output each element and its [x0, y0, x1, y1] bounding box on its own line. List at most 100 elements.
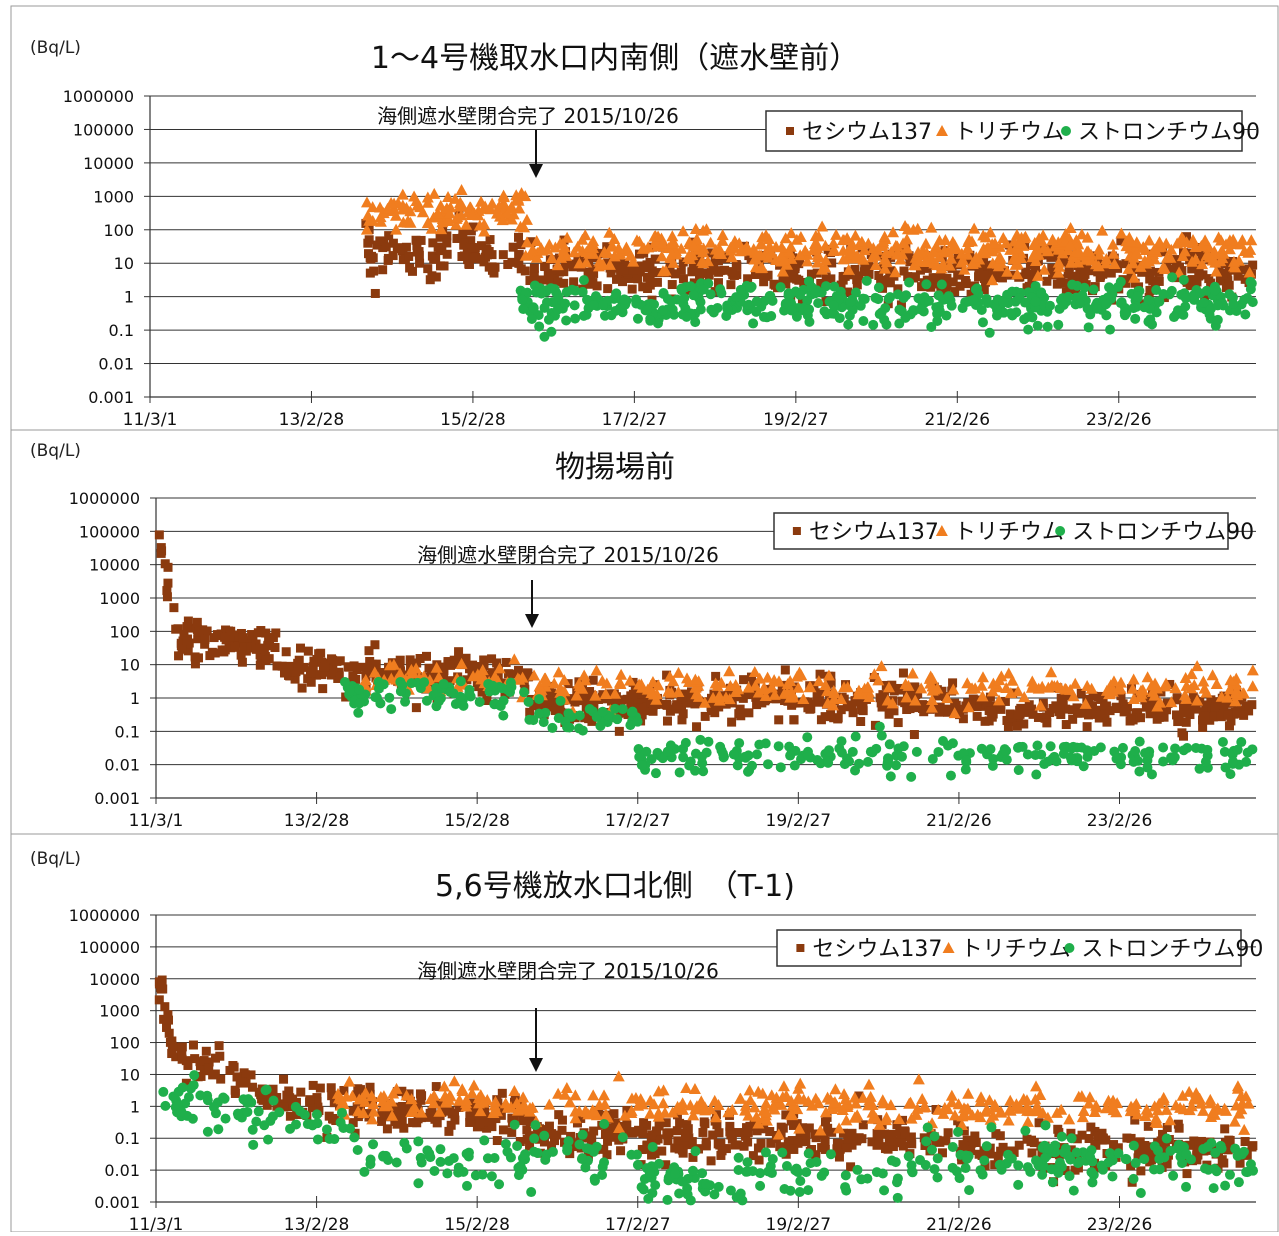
strontium-point	[160, 1100, 171, 1111]
strontium-point	[1143, 295, 1154, 306]
tritium-point	[821, 697, 834, 709]
cesium-point	[1222, 268, 1232, 278]
tritium-point	[690, 688, 703, 700]
strontium-point	[695, 734, 706, 745]
tritium-point	[1149, 243, 1162, 255]
cesium-point	[1220, 1138, 1230, 1148]
tritium-point	[1224, 674, 1237, 686]
cesium-point	[910, 272, 920, 282]
cesium-point	[748, 689, 758, 699]
strontium-point	[479, 1135, 490, 1146]
strontium-point	[464, 688, 475, 699]
y-tick-label: 1	[124, 288, 134, 307]
tritium-point	[456, 1083, 469, 1095]
strontium-point	[1216, 1143, 1227, 1154]
cesium-point	[1042, 276, 1052, 286]
tritium-point	[704, 236, 717, 248]
strontium-point	[1079, 282, 1090, 293]
tritium-point	[1185, 668, 1198, 680]
cesium-point	[1244, 706, 1254, 716]
cesium-point	[775, 689, 785, 699]
cesium-point	[1210, 702, 1220, 712]
cesium-point	[462, 675, 472, 685]
tritium-point	[743, 1084, 756, 1096]
strontium-point	[662, 746, 673, 757]
tritium-point	[698, 696, 711, 708]
cesium-point	[864, 261, 874, 271]
tritium-point	[945, 252, 958, 264]
cesium-point	[257, 1094, 267, 1104]
strontium-point	[1238, 1146, 1249, 1157]
strontium-point	[353, 707, 364, 718]
strontium-point	[1154, 1164, 1165, 1175]
tritium-point	[530, 251, 543, 263]
tritium-point	[948, 707, 961, 719]
tritium-point	[716, 229, 729, 241]
cesium-point	[487, 1122, 497, 1132]
cesium-point	[847, 1140, 857, 1150]
x-tick-label: 23/2/26	[1086, 410, 1152, 430]
tritium-point	[852, 688, 865, 700]
tritium-point	[893, 1113, 906, 1125]
cesium-point	[188, 1040, 198, 1050]
strontium-point	[553, 713, 564, 724]
cesium-point	[616, 695, 626, 705]
tritium-point	[1165, 243, 1178, 255]
cesium-point	[633, 703, 643, 713]
strontium-point	[1167, 272, 1178, 283]
strontium-point	[850, 731, 861, 742]
cesium-point	[651, 1135, 661, 1145]
cesium-point	[627, 284, 637, 294]
strontium-point	[722, 304, 733, 315]
cesium-point	[980, 1161, 990, 1171]
tritium-point	[1180, 679, 1193, 691]
cesium-point	[948, 678, 958, 688]
tritium-point	[979, 247, 992, 259]
strontium-point	[576, 1153, 587, 1164]
tritium-point	[435, 223, 448, 235]
tritium-point	[816, 220, 829, 232]
tritium-point	[360, 196, 373, 208]
tritium-point	[1124, 1105, 1137, 1117]
tritium-point	[1246, 664, 1259, 676]
tritium-point	[1072, 238, 1085, 250]
cesium-point	[904, 251, 914, 261]
tritium-point	[374, 201, 387, 213]
cesium-point	[220, 632, 230, 642]
tritium-point	[790, 233, 803, 245]
x-tick-label: 21/2/26	[926, 1215, 992, 1232]
strontium-point	[690, 748, 701, 759]
strontium-point	[260, 1085, 271, 1096]
cesium-point	[605, 689, 615, 699]
strontium-point	[751, 296, 762, 307]
cesium-point	[670, 269, 680, 279]
tritium-point	[1013, 1100, 1026, 1112]
tritium-point	[466, 209, 479, 221]
cesium-point	[556, 707, 566, 717]
strontium-point	[401, 1143, 412, 1154]
tritium-point	[367, 1105, 380, 1117]
strontium-point	[904, 277, 915, 288]
tritium-point	[1176, 1089, 1189, 1101]
cesium-point	[392, 1102, 402, 1112]
cesium-point	[822, 1112, 832, 1122]
y-tick-label: 0.1	[115, 1129, 140, 1148]
cesium-point	[858, 1120, 868, 1130]
x-tick-label: 11/3/1	[129, 1215, 184, 1232]
cesium-point	[714, 267, 724, 277]
strontium-point	[321, 1124, 332, 1135]
cesium-point	[383, 253, 393, 263]
strontium-point	[976, 304, 987, 315]
tritium-point	[857, 1091, 870, 1103]
cesium-point	[159, 1014, 169, 1024]
cesium-point	[427, 1106, 437, 1116]
y-tick-label: 10000	[89, 970, 140, 989]
cesium-point	[1016, 703, 1026, 713]
tritium-point	[956, 1110, 969, 1122]
x-tick-label: 19/2/27	[766, 811, 832, 831]
strontium-point	[617, 704, 628, 715]
tritium-point	[1004, 1094, 1017, 1106]
tritium-point	[390, 223, 403, 235]
strontium-point	[1064, 1171, 1075, 1182]
